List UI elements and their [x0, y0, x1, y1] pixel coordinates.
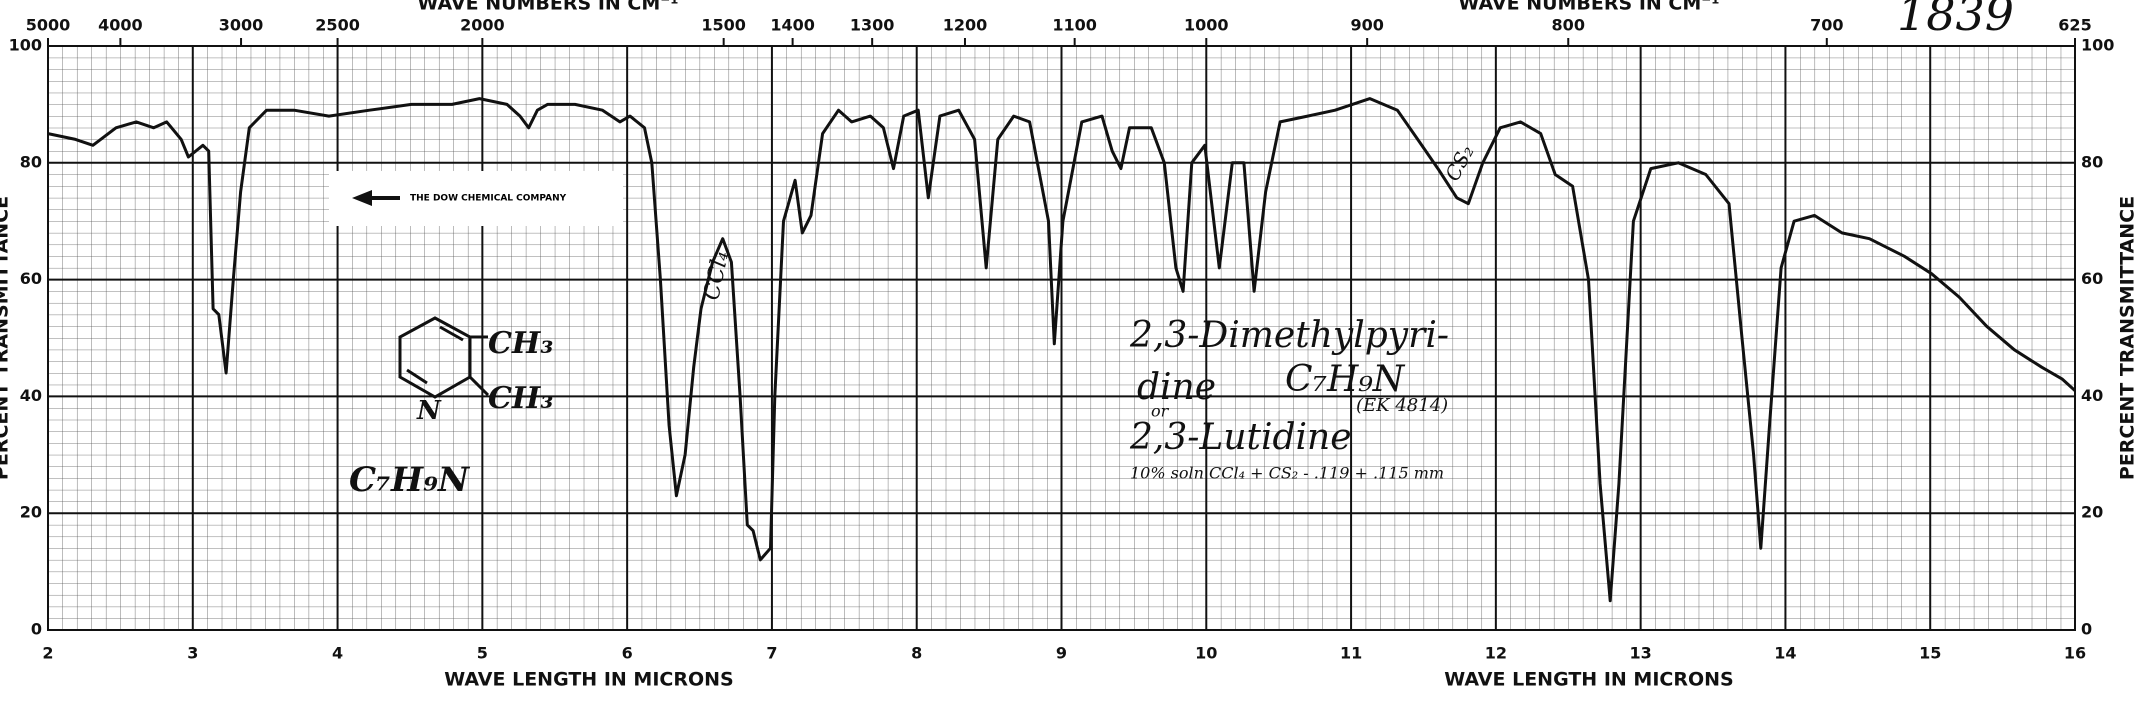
y-tick-label: 60	[20, 269, 42, 288]
catalog-number: 1839	[1897, 0, 2014, 41]
x-tick-label: 5	[477, 644, 488, 663]
compound-name: 2,3-Dimethylpyri-	[1129, 315, 1449, 356]
y-tick-label: 40	[20, 386, 42, 405]
dow-label: THE DOW CHEMICAL COMPANY	[329, 171, 623, 226]
sample-note: 10% soln CCl₄ + CS₂ - .119 + .115 mm	[1130, 464, 1444, 483]
x2-tick-label: 1400	[770, 16, 815, 35]
x2-tick-label: 5000	[26, 16, 71, 35]
y-tick-label: 100	[2081, 36, 2114, 55]
x-tick-label: 8	[911, 644, 922, 663]
x-tick-label: 3	[187, 644, 198, 663]
compound-formula: C₇H₉N	[1285, 359, 1406, 400]
x2-tick-label: 3000	[219, 16, 264, 35]
y-tick-label: 40	[2081, 386, 2103, 405]
x2-tick-label: 1500	[701, 16, 746, 35]
x2-axis-title: WAVE NUMBERS IN CM⁻¹	[417, 0, 678, 15]
y-tick-label: 0	[2081, 620, 2092, 639]
x2-tick-label: 800	[1552, 16, 1585, 35]
y-axis-title: PERCENT TRANSMITTANCE	[2117, 196, 2139, 480]
y-tick-label: 80	[20, 152, 42, 171]
y-tick-label: 60	[2081, 269, 2103, 288]
x-tick-label: 10	[1195, 644, 1217, 663]
structure	[398, 316, 490, 399]
y-tick-label: 0	[31, 620, 42, 639]
x2-tick-label: 2500	[315, 16, 360, 35]
spectrum-line	[47, 97, 2077, 603]
x-tick-label: 9	[1056, 644, 1067, 663]
x2-tick-label: 1200	[943, 16, 988, 35]
x-tick-label: 14	[1774, 644, 1796, 663]
x-tick-label: 4	[332, 644, 343, 663]
x-tick-label: 12	[1485, 644, 1507, 663]
x2-tick-label: 2000	[460, 16, 505, 35]
compound-alias: 2,3-Lutidine	[1129, 417, 1352, 458]
x-tick-label: 13	[1630, 644, 1652, 663]
structure-label: CH₃	[488, 326, 553, 361]
y-tick-label: 20	[2081, 503, 2103, 522]
x-axis-title: WAVE LENGTH IN MICRONS	[1444, 669, 1733, 691]
x2-tick-label: 1300	[850, 16, 895, 35]
dow-text: THE DOW CHEMICAL COMPANY	[410, 194, 567, 204]
x-tick-label: 15	[1919, 644, 1941, 663]
x2-tick-label: 900	[1350, 16, 1383, 35]
x-tick-label: 7	[766, 644, 777, 663]
x2-axis-title: WAVE NUMBERS IN CM⁻¹	[1458, 0, 1719, 15]
x2-tick-label: 625	[2058, 16, 2091, 35]
y-tick-label: 80	[2081, 152, 2103, 171]
plot: 0 0 20 20 40 40 60 60 80 80 100 100 2 3 4 5 6 7 8 9 10 11 12 13…	[9, 16, 2115, 663]
y-tick-label: 100	[9, 36, 42, 55]
y-tick-label: 20	[20, 503, 42, 522]
compound-name: dine	[1137, 367, 1216, 408]
dow-diamond	[352, 190, 400, 206]
x-tick-label: 16	[2064, 644, 2086, 663]
formula: C₇H₉N	[349, 460, 471, 500]
x2-tick-label: 4000	[98, 16, 143, 35]
x2-tick-label: 700	[1810, 16, 1843, 35]
x2-tick-label: 1100	[1052, 16, 1097, 35]
structure-label: CH₃	[488, 381, 553, 416]
x-tick-label: 2	[42, 644, 53, 663]
x-tick-label: 6	[622, 644, 633, 663]
x2-tick-label: 1000	[1184, 16, 1229, 35]
x-tick-label: 11	[1340, 644, 1362, 663]
structure-label: N	[416, 396, 442, 426]
x-axis-title: WAVE LENGTH IN MICRONS	[444, 669, 733, 691]
sample-id: (EK 4814)	[1356, 395, 1448, 416]
or-note: or	[1151, 402, 1170, 421]
y-axis-title: PERCENT TRANSMITTANCE	[0, 196, 13, 480]
